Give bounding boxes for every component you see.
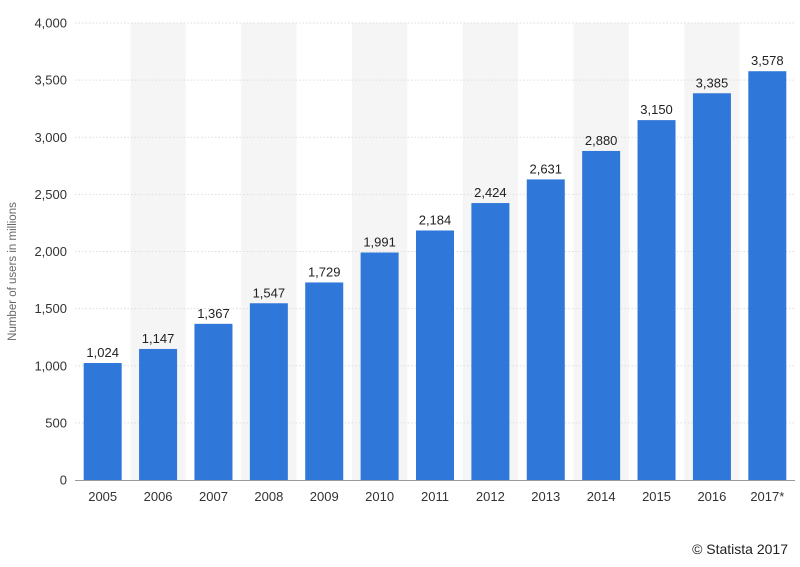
data-label: 3,150 [640,102,673,117]
data-label: 1,729 [308,264,341,279]
data-label: 2,631 [529,161,562,176]
bar [139,348,178,480]
bar [83,363,122,480]
y-tick-label: 500 [45,415,67,430]
data-label: 1,547 [253,285,286,300]
data-labels: 1,024 1,147 1,367 1,547 1,729 1,991 2,184 2,424… [86,53,783,360]
x-tick-label: 2011 [421,489,449,504]
y-tick-label: 0 [60,473,67,488]
data-label: 2,424 [474,185,507,200]
y-tick-label: 1,000 [34,358,67,373]
bar [526,179,565,480]
y-tick-label: 2,500 [34,187,67,202]
bar [748,71,787,480]
x-tick-label: 2007 [199,489,228,504]
bar [416,230,454,480]
x-tick-label: 2016 [697,489,726,504]
bar [305,282,344,480]
bar [360,252,399,480]
x-tick-label: 2005 [88,489,117,504]
y-tick-label: 4,000 [34,16,67,31]
data-label: 3,385 [696,75,729,90]
y-axis-title: Number of users in millions [7,202,19,341]
data-label: 2,880 [585,133,618,148]
bar [637,120,676,481]
bar [692,93,731,481]
x-tick-label: 2014 [587,489,616,504]
y-axis-ticks: 0 500 1,000 1,500 2,000 2,500 3,000 3,500 4,000 [34,16,67,488]
y-tick-label: 3,000 [34,130,67,145]
x-tick-label: 2015 [642,489,671,504]
bar [194,323,233,480]
x-axis-ticks: 2005 2006 2007 2008 2009 2010 2011 2012 2013 2014… [88,489,784,504]
x-tick-label: 2006 [144,489,173,504]
data-label: 1,367 [197,306,230,321]
data-label: 1,991 [363,235,396,250]
x-tick-label: 2010 [365,489,394,504]
data-label: 3,578 [751,53,784,68]
bar [582,150,621,480]
source-credit: © Statista 2017 [692,541,788,557]
y-tick-label: 2,000 [34,244,67,259]
x-tick-label: 2017* [750,489,784,504]
y-tick-label: 1,500 [34,301,67,316]
x-tick-label: 2012 [476,489,505,504]
data-label: 1,147 [142,331,175,346]
data-label: 2,184 [419,212,452,227]
x-tick-label: 2009 [310,489,339,504]
bar [249,303,288,480]
bar [471,203,510,481]
x-tick-label: 2013 [531,489,560,504]
bars [83,71,787,481]
data-label: 1,024 [86,345,119,360]
x-tick-label: 2008 [254,489,283,504]
y-tick-label: 3,500 [34,73,67,88]
